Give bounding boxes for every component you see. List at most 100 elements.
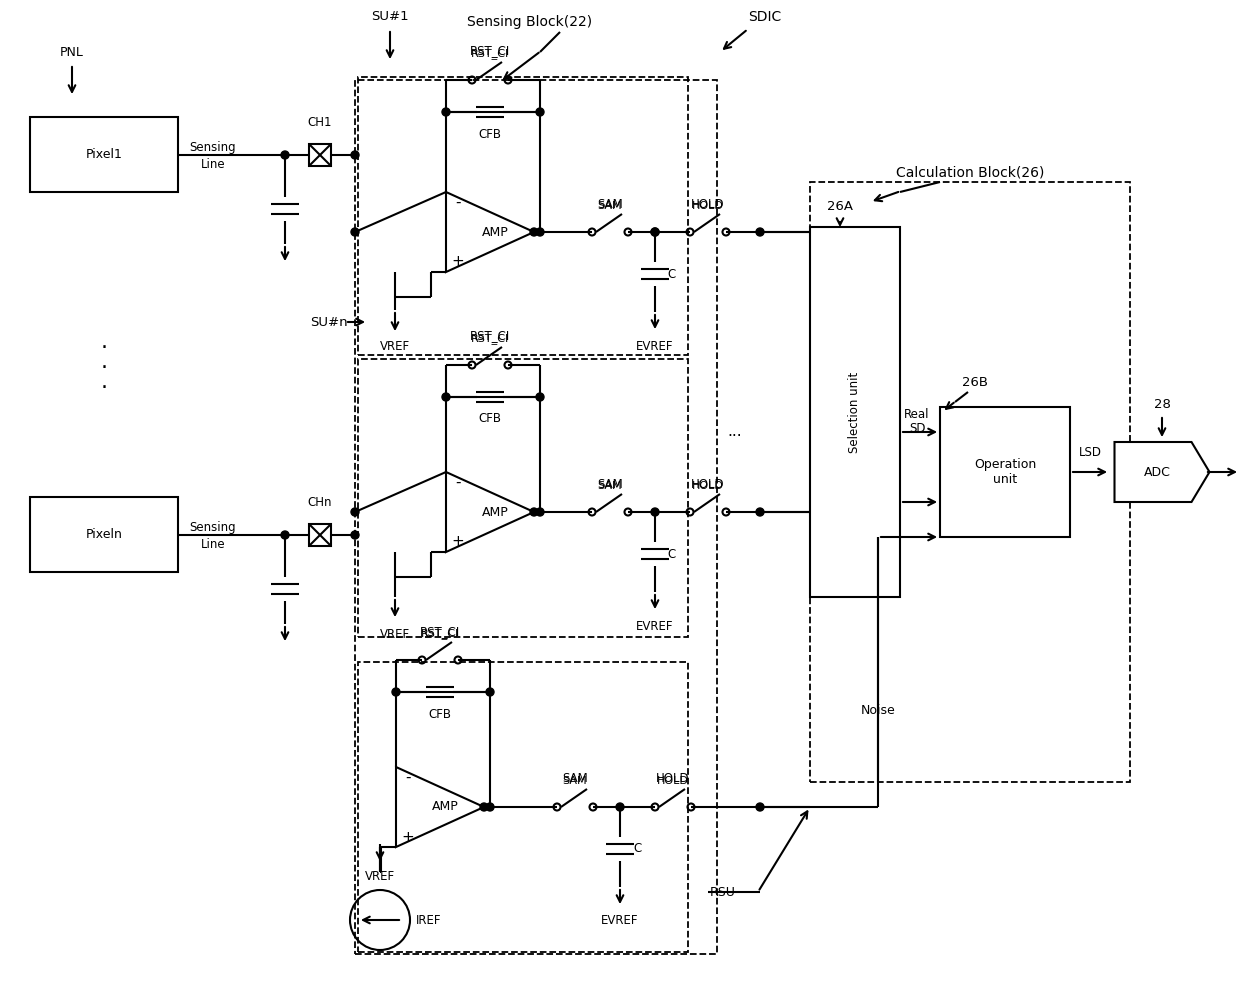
Text: C: C xyxy=(668,268,676,281)
Text: Line: Line xyxy=(201,538,226,551)
Text: 26A: 26A xyxy=(827,200,853,213)
Text: -: - xyxy=(405,770,410,785)
Circle shape xyxy=(756,228,764,236)
Text: AMP: AMP xyxy=(481,506,508,519)
Text: IREF: IREF xyxy=(415,914,441,927)
Bar xyxy=(309,144,331,166)
Circle shape xyxy=(529,508,538,516)
Text: Sensing: Sensing xyxy=(190,141,237,154)
Bar xyxy=(358,359,688,637)
Text: CHn: CHn xyxy=(308,495,332,509)
Text: PNL: PNL xyxy=(60,46,84,59)
Text: VREF: VREF xyxy=(379,340,410,353)
Text: Selection unit: Selection unit xyxy=(848,371,862,452)
Circle shape xyxy=(281,151,289,159)
Text: Sensing: Sensing xyxy=(190,521,237,534)
Polygon shape xyxy=(446,192,534,272)
Polygon shape xyxy=(396,767,484,847)
Circle shape xyxy=(441,108,450,116)
Text: C: C xyxy=(634,842,642,855)
Text: -: - xyxy=(455,474,461,489)
Circle shape xyxy=(536,108,544,116)
Text: Calculation Block(26): Calculation Block(26) xyxy=(895,165,1044,179)
Circle shape xyxy=(529,228,538,236)
Polygon shape xyxy=(446,472,534,552)
Text: HOLD: HOLD xyxy=(691,197,725,210)
Text: Real: Real xyxy=(904,408,930,421)
Polygon shape xyxy=(1115,442,1209,502)
Text: VREF: VREF xyxy=(379,628,410,641)
Text: SAM: SAM xyxy=(562,773,588,786)
Text: CH1: CH1 xyxy=(308,115,332,129)
Circle shape xyxy=(441,393,450,401)
Text: SU#n: SU#n xyxy=(310,315,347,328)
Text: CFB: CFB xyxy=(479,413,501,426)
Circle shape xyxy=(486,688,494,696)
Text: HOLD: HOLD xyxy=(692,481,724,491)
Text: CFB: CFB xyxy=(429,707,451,720)
Text: SAM: SAM xyxy=(598,477,622,490)
Circle shape xyxy=(536,508,544,516)
Circle shape xyxy=(616,803,624,811)
Text: SD: SD xyxy=(909,423,925,435)
Circle shape xyxy=(281,531,289,539)
Text: EVREF: EVREF xyxy=(636,340,673,353)
Text: .: . xyxy=(100,332,108,352)
Bar xyxy=(810,227,900,597)
Text: Operation
unit: Operation unit xyxy=(973,458,1037,486)
Text: SAM: SAM xyxy=(598,197,622,210)
Text: LSD: LSD xyxy=(1079,445,1101,458)
Text: C: C xyxy=(668,548,676,560)
Text: HOLD: HOLD xyxy=(656,773,689,786)
Text: HOLD: HOLD xyxy=(691,477,725,490)
Circle shape xyxy=(351,228,360,236)
Text: SAM: SAM xyxy=(598,201,622,211)
Text: RST_CI: RST_CI xyxy=(471,333,510,344)
Text: Sensing Block(22): Sensing Block(22) xyxy=(467,15,593,29)
Text: .: . xyxy=(100,372,108,392)
Text: SDIC: SDIC xyxy=(749,10,781,24)
Text: SAM: SAM xyxy=(563,776,588,786)
Text: HOLD: HOLD xyxy=(657,776,689,786)
Bar xyxy=(355,80,717,954)
Text: RST_CI: RST_CI xyxy=(471,49,510,60)
Text: EVREF: EVREF xyxy=(601,914,639,927)
Circle shape xyxy=(351,531,360,539)
Text: EVREF: EVREF xyxy=(636,619,673,633)
Text: SU#1: SU#1 xyxy=(371,11,409,24)
Text: +: + xyxy=(451,535,464,550)
Text: RST_CI: RST_CI xyxy=(470,329,510,342)
Text: Line: Line xyxy=(201,158,226,171)
Text: 26B: 26B xyxy=(962,376,988,389)
Text: AMP: AMP xyxy=(481,225,508,238)
Text: RST_CI: RST_CI xyxy=(420,626,460,639)
Circle shape xyxy=(651,228,658,236)
Bar xyxy=(309,524,331,546)
Bar xyxy=(358,77,688,355)
Text: Pixel1: Pixel1 xyxy=(86,149,123,162)
Circle shape xyxy=(392,688,401,696)
Circle shape xyxy=(351,151,360,159)
Circle shape xyxy=(651,228,658,236)
Text: AMP: AMP xyxy=(432,801,459,813)
Circle shape xyxy=(480,803,489,811)
Text: RST_CI: RST_CI xyxy=(470,45,510,58)
Text: Pixeln: Pixeln xyxy=(86,529,123,542)
Circle shape xyxy=(756,508,764,516)
Circle shape xyxy=(651,508,658,516)
Circle shape xyxy=(756,803,764,811)
Circle shape xyxy=(536,393,544,401)
Text: CFB: CFB xyxy=(479,128,501,141)
Bar xyxy=(30,117,179,192)
Text: +: + xyxy=(402,829,414,844)
Text: .: . xyxy=(100,352,108,372)
Text: +: + xyxy=(451,255,464,270)
Text: ...: ... xyxy=(728,425,743,439)
Bar xyxy=(30,497,179,572)
Text: -: - xyxy=(455,194,461,209)
Bar xyxy=(940,407,1070,537)
Text: 28: 28 xyxy=(1153,398,1171,411)
Text: SAM: SAM xyxy=(598,481,622,491)
Text: HOLD: HOLD xyxy=(692,201,724,211)
Circle shape xyxy=(486,803,494,811)
